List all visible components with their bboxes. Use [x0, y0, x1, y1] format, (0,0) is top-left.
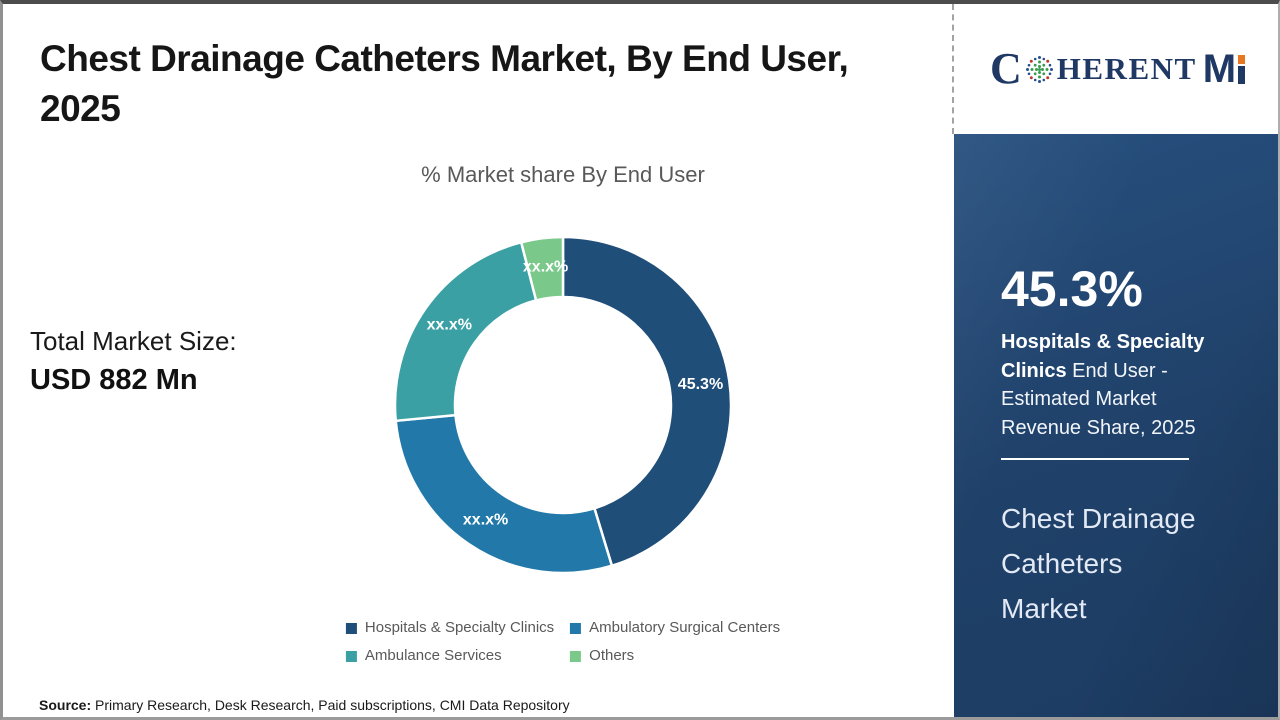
- legend-item: Others: [570, 647, 780, 664]
- source-label: Source:: [39, 697, 92, 713]
- donut-segment: [561, 235, 733, 568]
- source-text: Primary Research, Desk Research, Paid su…: [91, 697, 570, 713]
- legend-swatch: [345, 650, 357, 662]
- highlight-percentage: 45.3%: [1001, 261, 1143, 317]
- legend-swatch: [345, 622, 357, 634]
- logo-letter-m: M: [1202, 46, 1236, 91]
- legend-item: Hospitals & Specialty Clinics: [345, 619, 555, 636]
- highlight-description: Hospitals & Specialty Clinics End User -…: [1001, 328, 1223, 442]
- legend-label: Ambulance Services: [364, 647, 502, 664]
- dotted-globe-icon: [1025, 55, 1053, 83]
- chart-legend: Hospitals & Specialty Clinics Ambulatory …: [345, 619, 780, 664]
- total-market-size: Total Market Size: USD 882 Mn: [30, 326, 237, 397]
- highlight-description-bold: Hospitals & Specialty Clinics: [1001, 331, 1205, 382]
- source-note: Source: Primary Research, Desk Research,…: [39, 697, 570, 713]
- sidebar: 45.3% Hospitals & Specialty Clinics End …: [954, 134, 1278, 717]
- brand-logo: C: [989, 44, 1246, 93]
- legend-label: Ambulatory Surgical Centers: [589, 619, 781, 636]
- legend-item: Ambulatory Surgical Centers: [570, 619, 780, 636]
- donut-segment-label: xx.x%: [427, 316, 472, 333]
- legend-swatch: [570, 622, 582, 634]
- donut-chart: 45.3% xx.x% xx.x% xx.x%: [393, 235, 733, 575]
- sidebar-market-name: Chest Drainage Catheters Market: [1001, 503, 1196, 624]
- donut-segment: [519, 235, 565, 302]
- donut-segment: [394, 413, 614, 575]
- legend-swatch: [570, 650, 582, 662]
- highlight-description-rest: End User - Estimated Market Revenue Shar…: [1001, 359, 1196, 439]
- donut-segment-label: xx.x%: [523, 258, 568, 275]
- total-market-size-label: Total Market Size:: [30, 326, 237, 356]
- legend-label: Hospitals & Specialty Clinics: [364, 619, 555, 636]
- logo-word-herent: HERENT: [1056, 51, 1197, 86]
- sidebar-divider: [1001, 458, 1189, 460]
- donut-segment-label: xx.x%: [463, 512, 508, 529]
- logo-letter-i-segmented: [1238, 54, 1246, 84]
- logo-letter-c: C: [989, 44, 1022, 93]
- legend-item: Ambulance Services: [345, 647, 554, 664]
- donut-chart-svg: 45.3% xx.x% xx.x% xx.x%: [393, 235, 733, 575]
- brand-logo-box: C: [952, 4, 1278, 134]
- legend-label: Others: [589, 647, 635, 664]
- chart-title: % Market share By End User: [421, 162, 705, 187]
- total-market-size-value: USD 882 Mn: [30, 364, 198, 396]
- donut-segment-label: 45.3%: [678, 376, 723, 393]
- page-title: Chest Drainage Catheters Market, By End …: [40, 38, 849, 129]
